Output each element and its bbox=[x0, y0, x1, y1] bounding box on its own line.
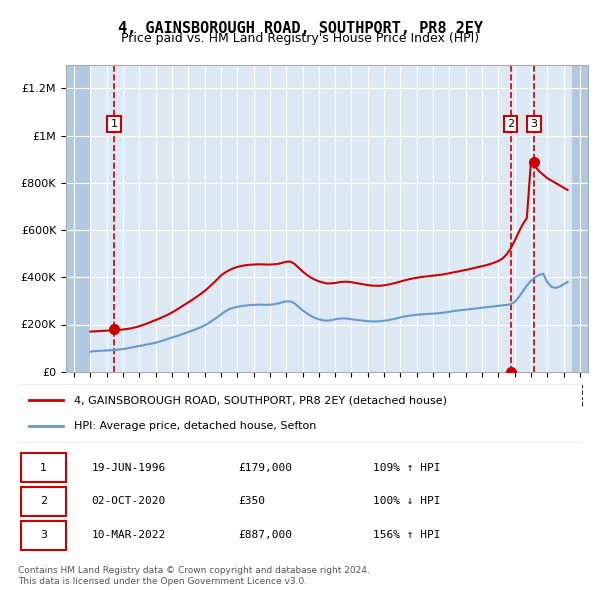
FancyBboxPatch shape bbox=[13, 383, 587, 443]
Text: 1: 1 bbox=[111, 119, 118, 129]
Text: Price paid vs. HM Land Registry's House Price Index (HPI): Price paid vs. HM Land Registry's House … bbox=[121, 32, 479, 45]
FancyBboxPatch shape bbox=[21, 453, 66, 483]
FancyBboxPatch shape bbox=[21, 520, 66, 550]
Bar bbox=[572, 65, 588, 372]
Text: 3: 3 bbox=[530, 119, 538, 129]
Text: 3: 3 bbox=[40, 530, 47, 540]
Text: £350: £350 bbox=[238, 497, 265, 506]
Text: 100% ↓ HPI: 100% ↓ HPI bbox=[373, 497, 441, 506]
Text: HPI: Average price, detached house, Sefton: HPI: Average price, detached house, Seft… bbox=[74, 421, 317, 431]
Text: 02-OCT-2020: 02-OCT-2020 bbox=[91, 497, 166, 506]
Text: 156% ↑ HPI: 156% ↑ HPI bbox=[373, 530, 441, 540]
Text: £887,000: £887,000 bbox=[238, 530, 292, 540]
Text: 4, GAINSBOROUGH ROAD, SOUTHPORT, PR8 2EY (detached house): 4, GAINSBOROUGH ROAD, SOUTHPORT, PR8 2EY… bbox=[74, 395, 448, 405]
Text: 19-JUN-1996: 19-JUN-1996 bbox=[91, 463, 166, 473]
FancyBboxPatch shape bbox=[21, 487, 66, 516]
Bar bbox=[66, 65, 91, 372]
Text: 2: 2 bbox=[507, 119, 514, 129]
Text: 2: 2 bbox=[40, 497, 47, 506]
Text: £179,000: £179,000 bbox=[238, 463, 292, 473]
Text: 109% ↑ HPI: 109% ↑ HPI bbox=[373, 463, 441, 473]
Text: 10-MAR-2022: 10-MAR-2022 bbox=[91, 530, 166, 540]
Text: Contains HM Land Registry data © Crown copyright and database right 2024.
This d: Contains HM Land Registry data © Crown c… bbox=[18, 566, 370, 586]
Text: 4, GAINSBOROUGH ROAD, SOUTHPORT, PR8 2EY: 4, GAINSBOROUGH ROAD, SOUTHPORT, PR8 2EY bbox=[118, 21, 482, 35]
Text: 1: 1 bbox=[40, 463, 47, 473]
